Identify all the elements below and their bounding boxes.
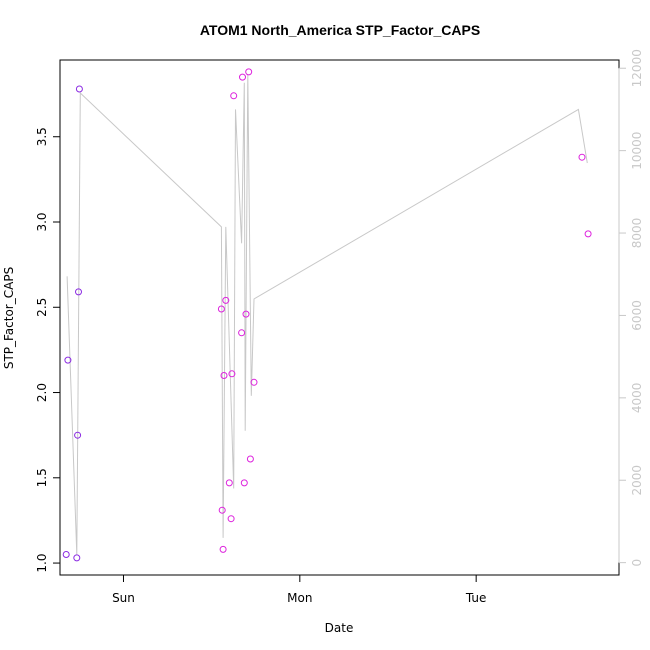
y2-tick-label: 0 bbox=[630, 559, 644, 567]
data-point bbox=[250, 378, 258, 386]
data-point bbox=[75, 85, 83, 93]
data-point bbox=[578, 153, 586, 161]
y-tick-label: 3.0 bbox=[35, 212, 49, 231]
y2-tick-label: 2000 bbox=[630, 465, 644, 496]
data-point bbox=[218, 506, 226, 514]
data-point bbox=[73, 554, 81, 562]
x-tick-label: Sun bbox=[112, 591, 135, 605]
x-axis: Sun Mon Tue bbox=[112, 574, 487, 605]
x-tick-label: Mon bbox=[287, 591, 312, 605]
data-point bbox=[74, 431, 82, 439]
data-point bbox=[245, 68, 253, 76]
data-point bbox=[62, 551, 70, 558]
data-point bbox=[239, 73, 246, 81]
data-point bbox=[225, 479, 233, 487]
data-point bbox=[228, 370, 236, 378]
plot-frame bbox=[59, 59, 620, 576]
point-layer bbox=[62, 68, 592, 562]
data-point bbox=[75, 288, 82, 296]
y2-axis: 0 2000 4000 6000 8000 10000 12000 bbox=[618, 49, 644, 567]
y2-tick-label: 12000 bbox=[630, 49, 644, 87]
y-tick-label: 2.0 bbox=[35, 383, 49, 402]
data-point bbox=[64, 356, 72, 364]
data-point bbox=[584, 230, 592, 238]
y-tick-label: 1.5 bbox=[35, 468, 49, 487]
data-point bbox=[230, 92, 238, 100]
y-axis-label: STP_Factor_CAPS bbox=[2, 267, 16, 369]
y2-tick-label: 6000 bbox=[630, 300, 644, 331]
data-point bbox=[220, 372, 228, 379]
data-point bbox=[217, 305, 225, 313]
y2-tick-label: 8000 bbox=[630, 218, 644, 249]
line-layer bbox=[66, 74, 588, 555]
data-point bbox=[246, 455, 254, 463]
x-tick-label: Tue bbox=[465, 591, 487, 605]
y-tick-label: 3.5 bbox=[35, 127, 49, 146]
data-point bbox=[222, 296, 230, 304]
data-point bbox=[240, 479, 248, 487]
x-axis-label: Date bbox=[325, 621, 354, 635]
chart-title: ATOM1 North_America STP_Factor_CAPS bbox=[200, 22, 480, 38]
data-point bbox=[227, 515, 235, 523]
data-point bbox=[219, 545, 227, 553]
y2-tick-label: 10000 bbox=[630, 132, 644, 170]
y-axis: 1.0 1.5 2.0 2.5 3.0 3.5 bbox=[35, 127, 61, 573]
data-point bbox=[242, 310, 250, 318]
y2-tick-label: 4000 bbox=[630, 383, 644, 414]
series-line bbox=[66, 74, 588, 555]
y-tick-label: 1.0 bbox=[35, 554, 49, 573]
y-tick-label: 2.5 bbox=[35, 298, 49, 317]
data-point bbox=[238, 329, 246, 337]
